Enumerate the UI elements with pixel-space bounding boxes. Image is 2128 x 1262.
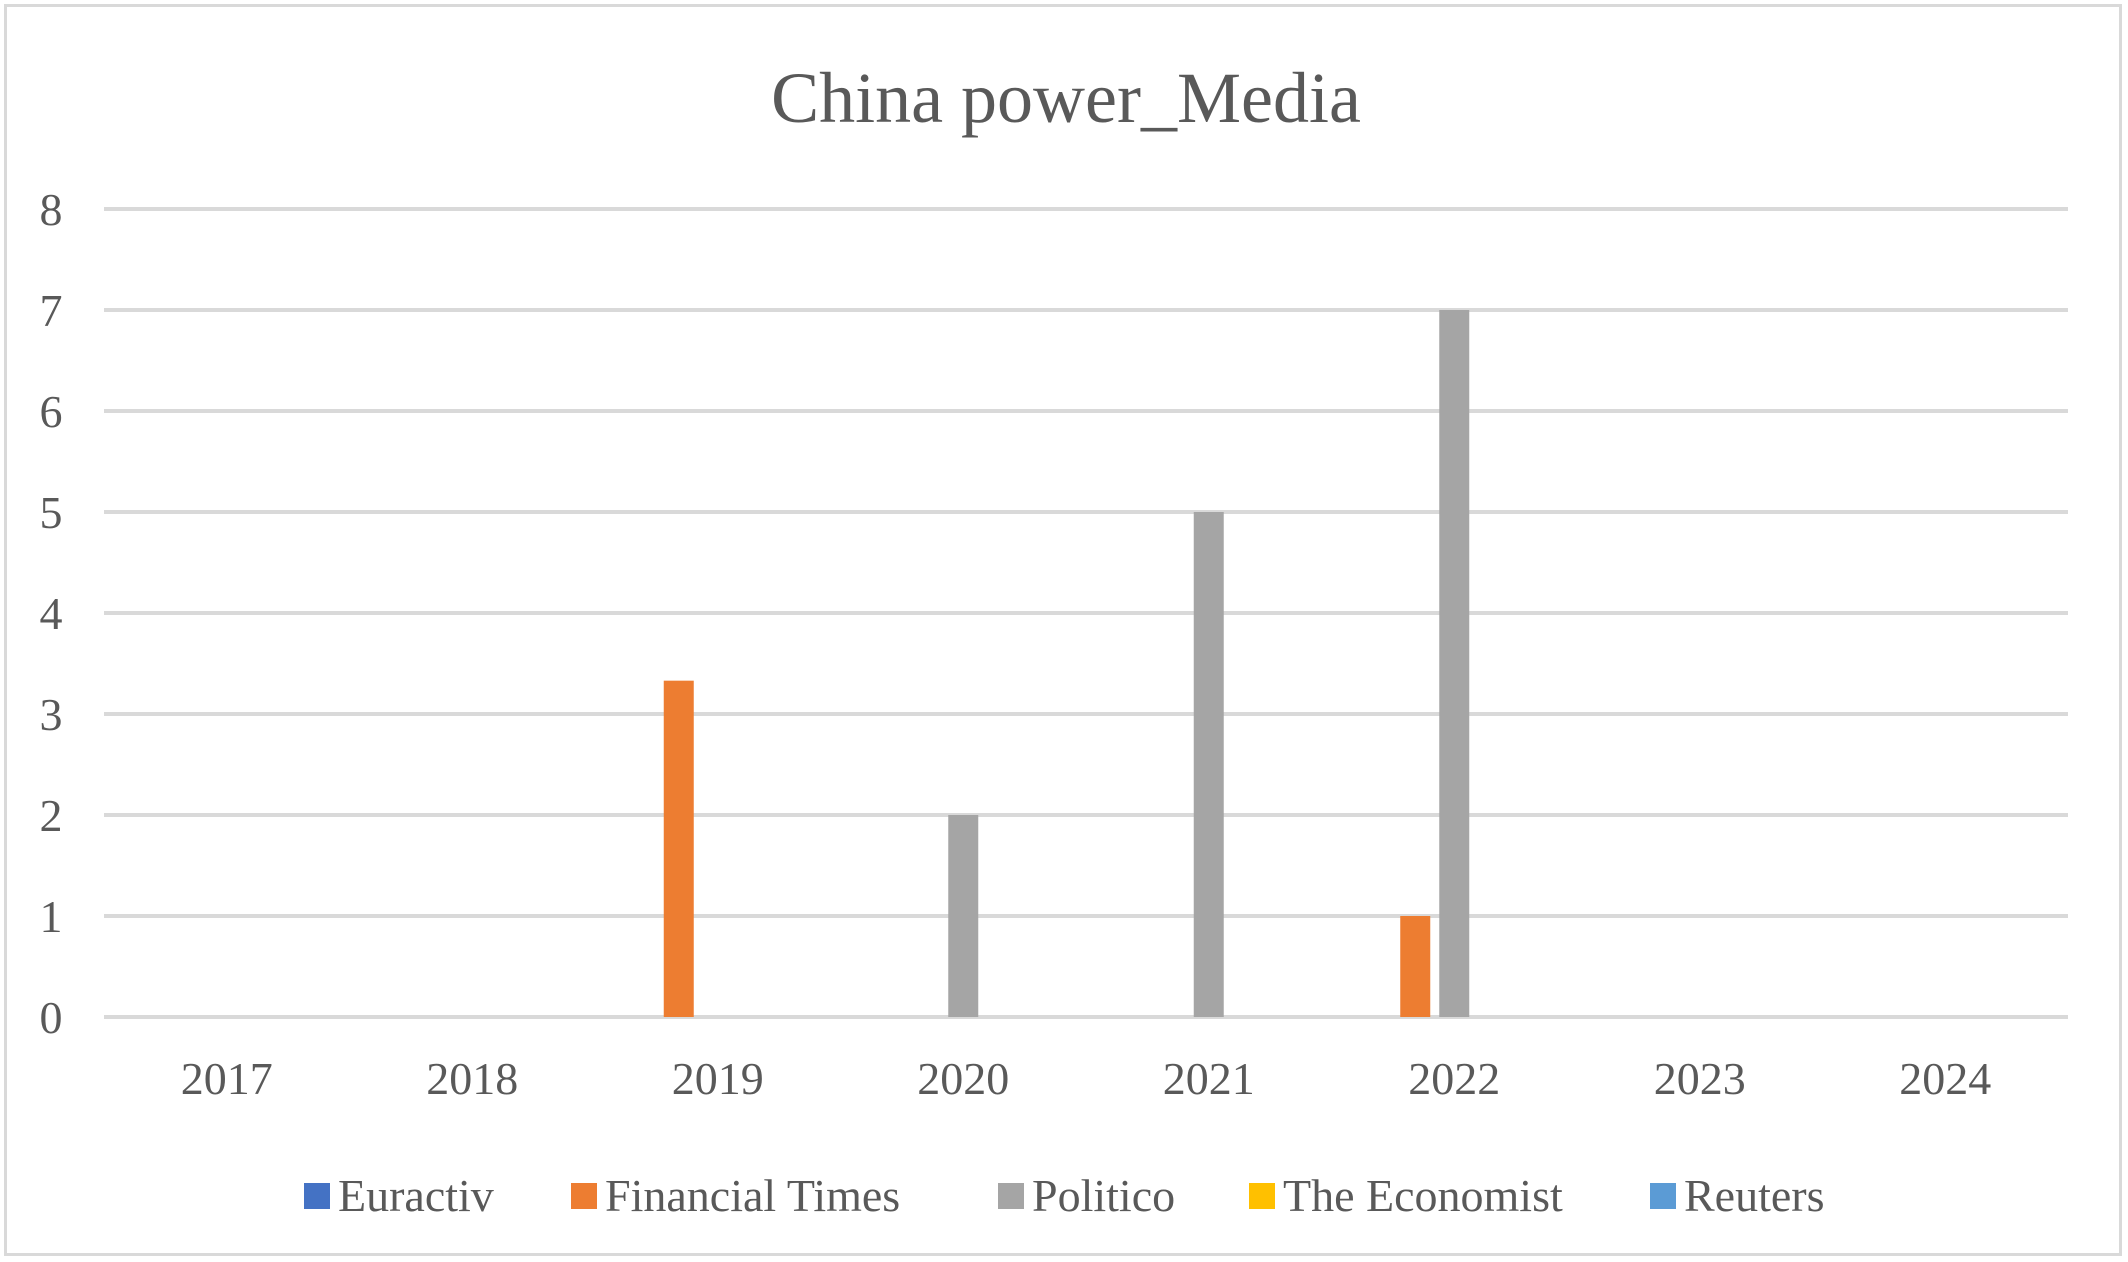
legend-label-reuters: Reuters — [1684, 1170, 1825, 1221]
x-axis-ticks: 2017 2018 2019 2020 2021 2022 2023 2024 — [181, 1053, 1992, 1104]
x-tick-label-2024: 2024 — [1899, 1053, 1991, 1104]
bar-politico-2022 — [1439, 310, 1470, 1017]
x-tick-label-2022: 2022 — [1408, 1053, 1500, 1104]
bars — [663, 310, 1470, 1017]
y-tick-label-5: 5 — [40, 487, 63, 538]
legend-swatch-euractiv — [304, 1183, 330, 1209]
y-tick-label-1: 1 — [40, 891, 63, 942]
chart-frame: China power_Media 0 1 2 3 4 5 6 7 8 2017 2018 2019… — [4, 4, 2122, 1256]
bar-politico-2021 — [1193, 512, 1224, 1017]
bar-politico-2020 — [948, 815, 979, 1017]
y-tick-label-2: 2 — [40, 790, 63, 841]
bar-financial-times-2022 — [1400, 916, 1431, 1017]
x-tick-label-2019: 2019 — [672, 1053, 764, 1104]
y-tick-label-0: 0 — [40, 992, 63, 1043]
legend-swatch-reuters — [1650, 1183, 1676, 1209]
chart: China power_Media 0 1 2 3 4 5 6 7 8 2017 2018 2019… — [40, 58, 2068, 1221]
x-tick-label-2017: 2017 — [181, 1053, 273, 1104]
chart-title: China power_Media — [771, 58, 1361, 138]
legend: Euractiv Financial Times Politico The Econo… — [304, 1170, 1825, 1221]
legend-label-politico: Politico — [1032, 1170, 1175, 1221]
x-tick-label-2023: 2023 — [1654, 1053, 1746, 1104]
legend-label-the-economist: The Economist — [1283, 1170, 1563, 1221]
y-tick-label-3: 3 — [40, 689, 63, 740]
legend-label-financial-times: Financial Times — [605, 1170, 900, 1221]
x-tick-label-2021: 2021 — [1163, 1053, 1255, 1104]
y-tick-label-8: 8 — [40, 184, 63, 235]
y-tick-label-6: 6 — [40, 386, 63, 437]
legend-swatch-politico — [998, 1183, 1024, 1209]
legend-label-euractiv: Euractiv — [338, 1170, 494, 1221]
legend-swatch-the-economist — [1249, 1183, 1275, 1209]
x-tick-label-2020: 2020 — [917, 1053, 1009, 1104]
legend-swatch-financial-times — [571, 1183, 597, 1209]
gridlines — [104, 207, 2068, 1019]
y-axis-ticks: 0 1 2 3 4 5 6 7 8 — [40, 184, 63, 1043]
y-tick-label-7: 7 — [40, 285, 63, 336]
x-tick-label-2018: 2018 — [426, 1053, 518, 1104]
y-tick-label-4: 4 — [40, 588, 63, 639]
bar-financial-times-2019 — [663, 680, 694, 1017]
